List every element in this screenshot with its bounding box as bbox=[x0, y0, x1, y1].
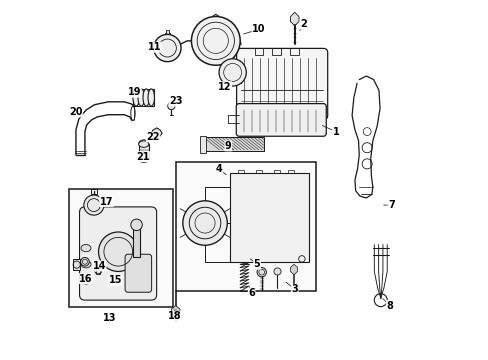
Bar bbox=[150, 89, 154, 106]
Text: 18: 18 bbox=[167, 311, 181, 321]
Circle shape bbox=[131, 219, 142, 230]
Circle shape bbox=[273, 268, 281, 275]
Bar bbox=[230, 53, 234, 57]
Circle shape bbox=[257, 267, 266, 277]
Bar bbox=[254, 48, 263, 55]
Text: 11: 11 bbox=[148, 42, 161, 52]
Polygon shape bbox=[199, 135, 206, 153]
Bar bbox=[287, 170, 293, 175]
Bar bbox=[272, 48, 281, 55]
Circle shape bbox=[153, 35, 181, 62]
Bar bbox=[165, 30, 169, 35]
Text: 20: 20 bbox=[69, 107, 82, 117]
Polygon shape bbox=[171, 306, 180, 318]
Bar bbox=[139, 144, 148, 159]
Text: 23: 23 bbox=[168, 96, 182, 106]
Ellipse shape bbox=[139, 141, 148, 147]
Text: 5: 5 bbox=[253, 259, 260, 269]
Text: 22: 22 bbox=[146, 132, 160, 142]
Bar bbox=[255, 170, 261, 175]
Polygon shape bbox=[290, 264, 297, 275]
Bar bbox=[133, 226, 140, 257]
Ellipse shape bbox=[142, 89, 149, 106]
Text: 15: 15 bbox=[108, 275, 122, 285]
Text: 21: 21 bbox=[136, 152, 150, 162]
Text: 19: 19 bbox=[127, 87, 141, 97]
Bar bbox=[73, 259, 80, 270]
Text: 9: 9 bbox=[224, 141, 231, 151]
Polygon shape bbox=[152, 128, 162, 138]
Ellipse shape bbox=[138, 89, 144, 106]
Ellipse shape bbox=[81, 261, 91, 268]
Ellipse shape bbox=[81, 244, 91, 252]
Text: 10: 10 bbox=[252, 24, 265, 35]
Circle shape bbox=[183, 201, 227, 245]
Bar bbox=[203, 137, 264, 151]
Text: 16: 16 bbox=[79, 274, 93, 284]
Bar bbox=[290, 48, 298, 55]
Text: 6: 6 bbox=[248, 288, 255, 298]
Ellipse shape bbox=[133, 89, 139, 106]
FancyBboxPatch shape bbox=[125, 254, 151, 292]
Polygon shape bbox=[203, 137, 264, 151]
Bar bbox=[273, 170, 279, 175]
Bar bbox=[176, 162, 316, 291]
Bar bbox=[91, 189, 97, 194]
Text: 1: 1 bbox=[332, 127, 339, 136]
Circle shape bbox=[219, 59, 246, 86]
FancyBboxPatch shape bbox=[80, 207, 156, 300]
Text: 14: 14 bbox=[92, 261, 106, 271]
Bar bbox=[96, 267, 100, 274]
Text: 12: 12 bbox=[218, 82, 231, 92]
Text: 8: 8 bbox=[386, 301, 392, 311]
Circle shape bbox=[191, 17, 240, 65]
Text: 7: 7 bbox=[387, 200, 394, 210]
Bar bbox=[69, 189, 172, 307]
FancyBboxPatch shape bbox=[236, 48, 327, 120]
Circle shape bbox=[83, 195, 104, 215]
Circle shape bbox=[94, 267, 102, 274]
Bar bbox=[133, 89, 137, 106]
Text: 4: 4 bbox=[216, 164, 223, 174]
Polygon shape bbox=[290, 12, 298, 26]
Bar bbox=[238, 170, 244, 175]
Bar bbox=[230, 173, 308, 262]
Text: 3: 3 bbox=[291, 284, 298, 294]
Text: 2: 2 bbox=[300, 19, 306, 29]
Circle shape bbox=[167, 103, 175, 110]
Text: 17: 17 bbox=[100, 197, 113, 207]
Text: 13: 13 bbox=[103, 313, 117, 323]
Circle shape bbox=[99, 232, 138, 271]
Circle shape bbox=[81, 257, 89, 266]
FancyBboxPatch shape bbox=[236, 104, 325, 136]
Ellipse shape bbox=[81, 277, 91, 284]
Ellipse shape bbox=[148, 89, 154, 106]
